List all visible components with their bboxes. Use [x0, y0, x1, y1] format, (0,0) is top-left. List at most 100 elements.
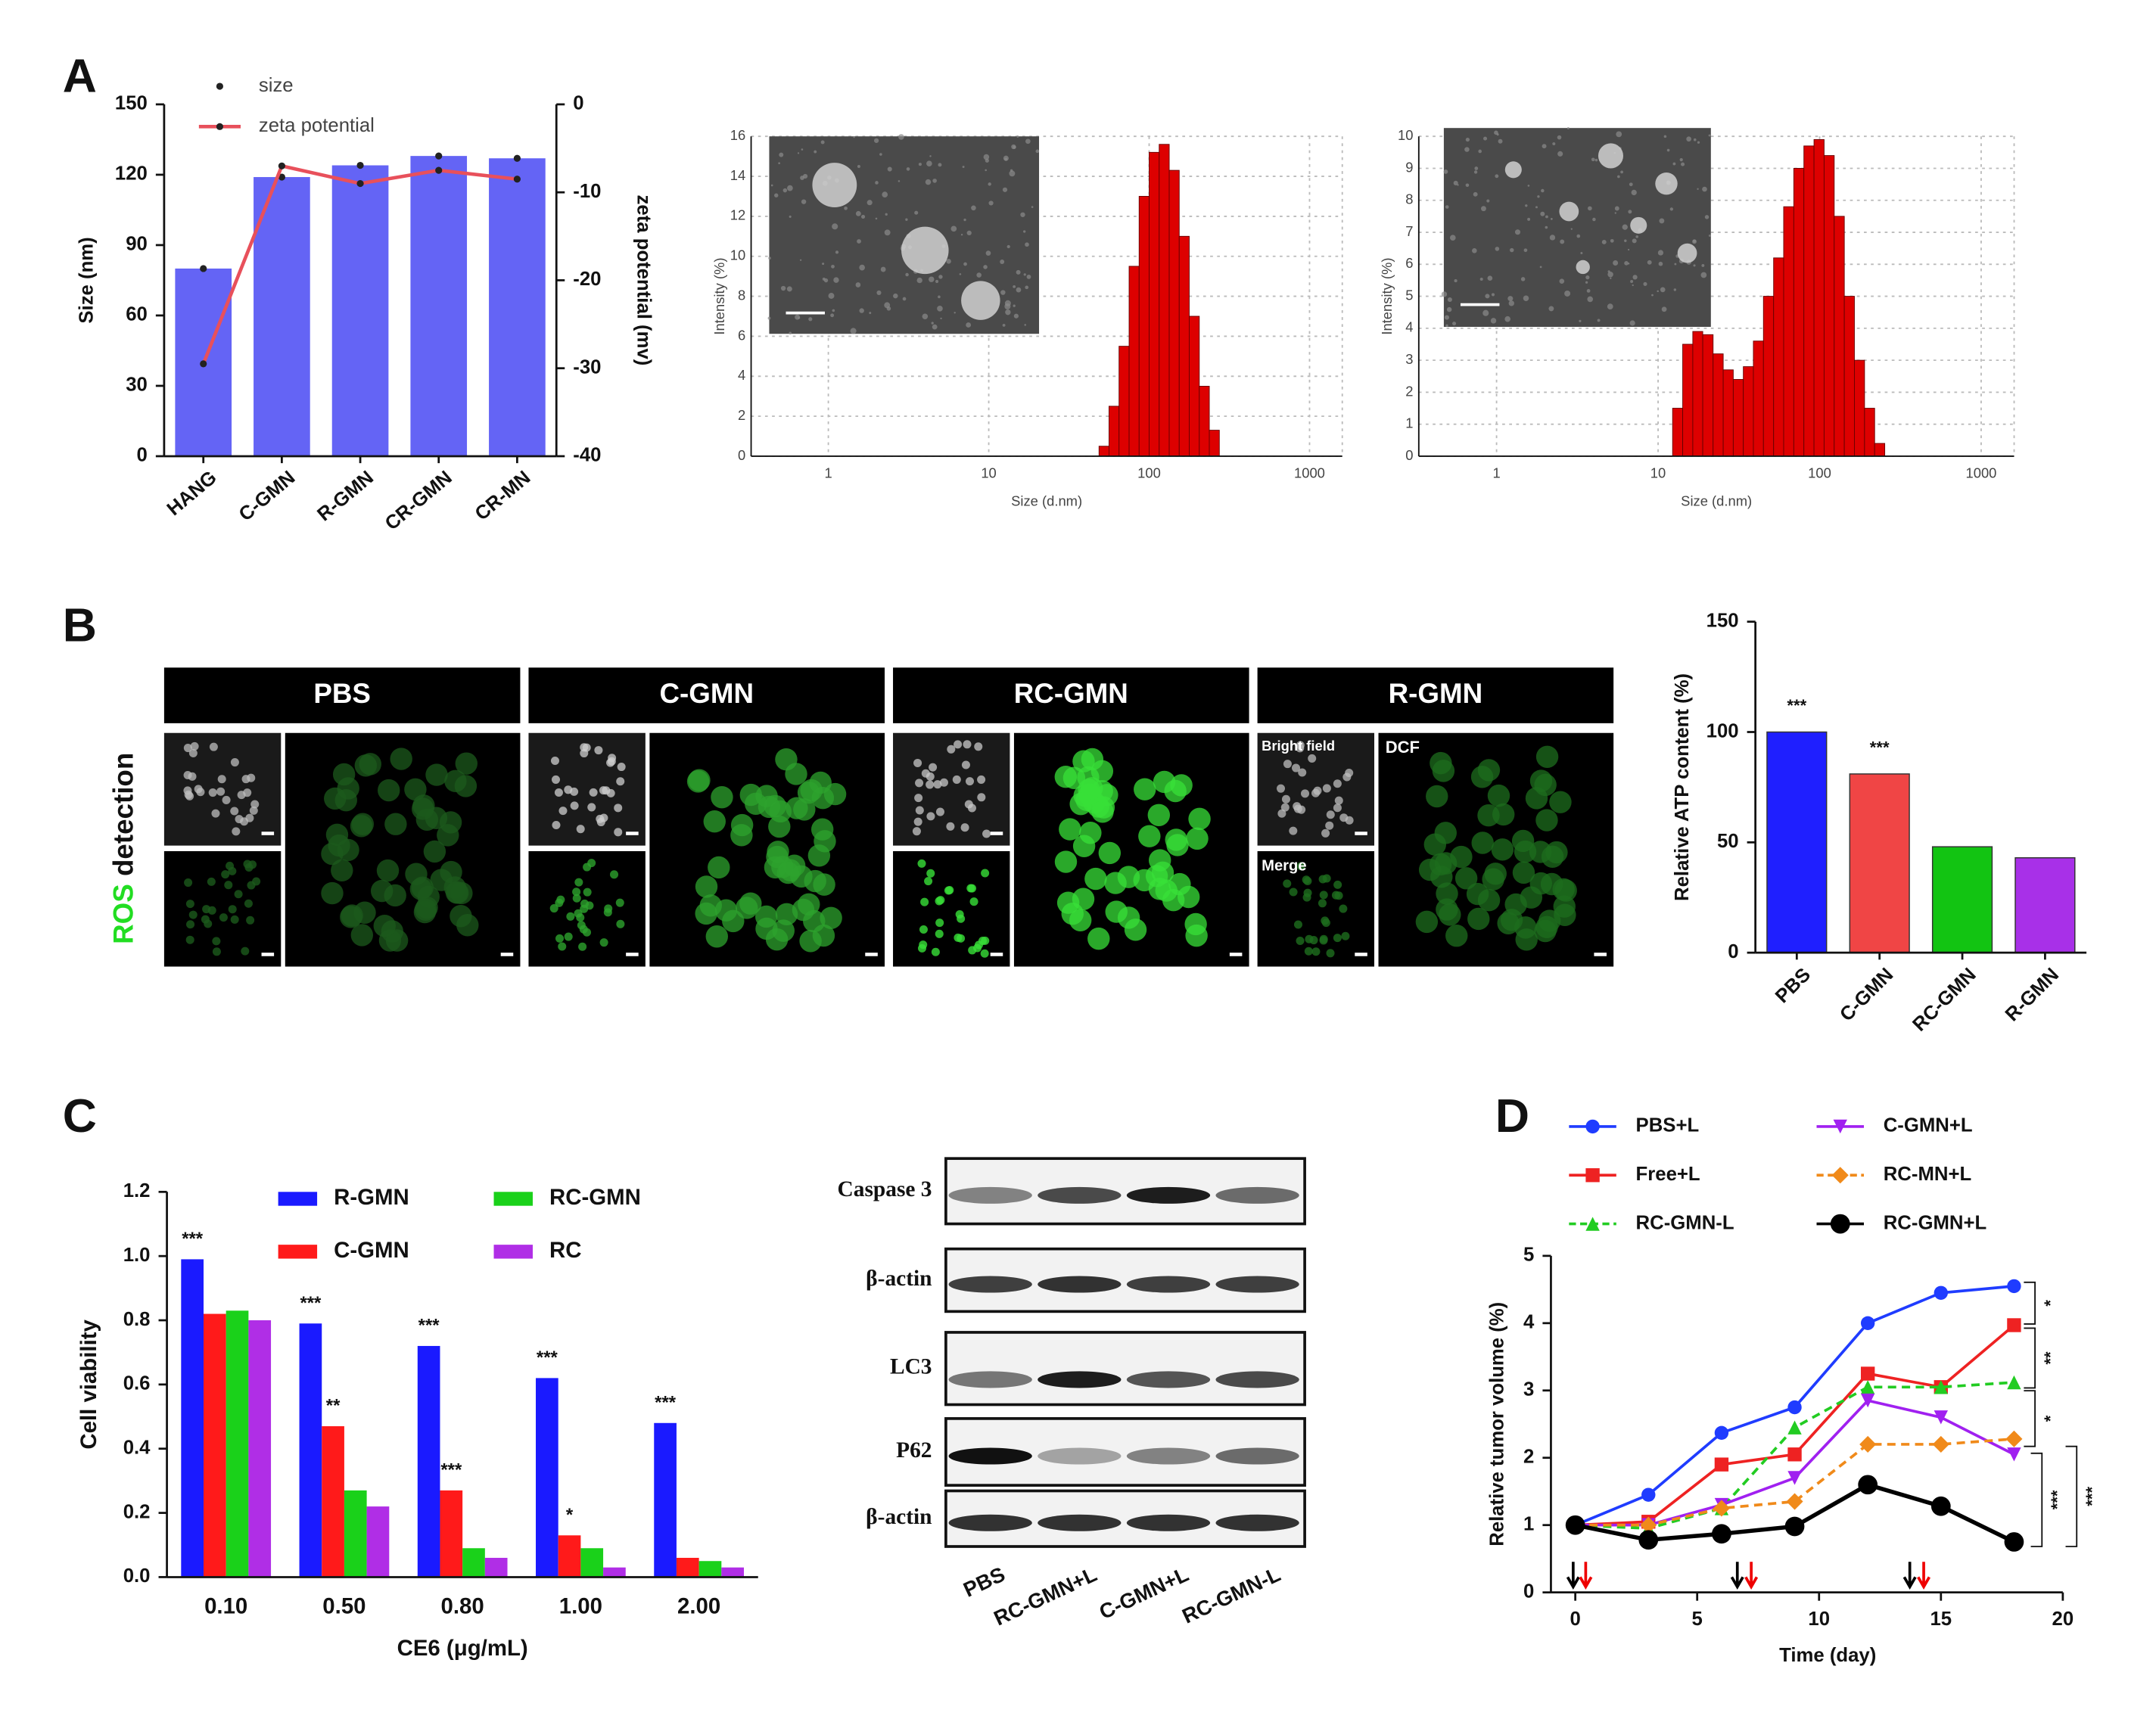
cell: [695, 875, 718, 898]
bar: [1178, 235, 1190, 457]
micrograph-speck: [1454, 279, 1458, 283]
micrograph-speck: [1622, 224, 1628, 230]
column-header-label: PBS: [313, 678, 371, 709]
cell: [207, 877, 216, 886]
cell: [1466, 882, 1489, 906]
cell: [202, 905, 211, 914]
micrograph-speck: [768, 256, 771, 260]
micrograph-speck: [1560, 239, 1565, 244]
cell: [188, 910, 198, 919]
cell: [370, 879, 394, 903]
micrograph-speck: [1657, 250, 1664, 256]
micrograph-speck: [1479, 277, 1483, 281]
micrograph-speck: [1631, 189, 1637, 196]
side-label-highlight: ROS: [107, 884, 138, 944]
cell: [572, 894, 581, 903]
cell: [212, 937, 221, 946]
cell: [1188, 807, 1211, 831]
cell: [1059, 818, 1081, 841]
cell: [939, 778, 948, 787]
y-axis-title: Size (nm): [76, 237, 98, 323]
cell: [183, 744, 192, 753]
legend-marker: [1830, 1214, 1850, 1234]
bar: [558, 1535, 581, 1578]
point: [200, 265, 207, 272]
cell: [929, 763, 938, 772]
micrograph-speck: [1527, 185, 1530, 187]
cell: [190, 741, 199, 751]
band: [1215, 1371, 1299, 1388]
micrograph-speck: [774, 193, 779, 197]
micrograph-speck: [1576, 234, 1581, 238]
micrograph-speck: [1023, 273, 1026, 276]
micrograph-speck: [1708, 234, 1711, 237]
micrograph-speck: [1464, 147, 1470, 152]
y-tick-label: 2: [738, 407, 745, 423]
cell: [186, 920, 195, 929]
cell: [945, 886, 954, 895]
cell: [982, 829, 991, 838]
cell: [350, 924, 374, 947]
micrograph-speck: [1002, 323, 1006, 327]
micrograph-speck: [828, 293, 835, 299]
x-tick-label: 1: [824, 465, 832, 481]
point: [356, 179, 364, 188]
bar: [1864, 408, 1875, 457]
y-tick-label: 0.0: [123, 1565, 151, 1587]
side-label: ROS detection: [107, 753, 138, 944]
cell: [776, 861, 800, 884]
cell: [946, 822, 955, 831]
micrograph-speck: [1617, 175, 1620, 179]
point: [1934, 1410, 1948, 1425]
scale-bar: [1355, 953, 1367, 956]
cell: [594, 746, 603, 755]
y-tick-label: 6: [738, 327, 745, 343]
y-tick-label: 8: [1405, 191, 1413, 207]
cell: [1153, 770, 1176, 794]
cell: [785, 763, 807, 785]
cell: [1334, 796, 1343, 805]
micrograph-speck: [1478, 149, 1482, 154]
bar: [1118, 346, 1130, 457]
x-tick-label: 15: [1930, 1609, 1952, 1630]
band: [1038, 1514, 1122, 1531]
micrograph-speck: [1566, 126, 1570, 129]
micrograph-speck: [1486, 199, 1490, 203]
cell: [603, 908, 612, 917]
cell: [913, 758, 922, 767]
cell: [578, 942, 587, 951]
x-tick-label: 10: [1808, 1609, 1830, 1630]
x-tick-label: 0.10: [204, 1594, 247, 1619]
micrograph-speck: [1035, 149, 1040, 154]
point: [356, 161, 364, 169]
bar: [344, 1490, 367, 1578]
blot-row-label: LC3: [890, 1354, 932, 1379]
x-tick-label: PBS: [1772, 964, 1815, 1007]
band: [1038, 1186, 1122, 1204]
cell: [415, 896, 438, 919]
micrograph-speck: [1663, 135, 1667, 138]
micrograph-speck: [1681, 162, 1685, 166]
micrograph-speck: [835, 250, 839, 254]
cell: [1293, 804, 1302, 813]
bar: [1138, 196, 1150, 457]
point: [435, 152, 443, 160]
y-tick-label: 0.6: [123, 1373, 151, 1394]
micrograph-speck: [880, 266, 886, 272]
y-tick-label: 2: [1523, 1447, 1534, 1468]
micrograph-speck: [1635, 235, 1639, 238]
band: [1215, 1276, 1299, 1293]
scale-bar: [500, 953, 514, 956]
cell: [1454, 867, 1478, 890]
bar: [1849, 773, 1910, 953]
micrograph-speck: [1473, 191, 1478, 197]
cell: [614, 828, 623, 837]
micrograph-speck: [1013, 304, 1016, 307]
point: [2007, 1318, 2021, 1332]
cell: [1289, 826, 1298, 835]
cell: [981, 869, 990, 878]
cell: [1545, 841, 1568, 864]
micrograph-speck: [1594, 158, 1598, 162]
blot-strip: [944, 1331, 1306, 1407]
micrograph-speck: [1586, 289, 1591, 293]
